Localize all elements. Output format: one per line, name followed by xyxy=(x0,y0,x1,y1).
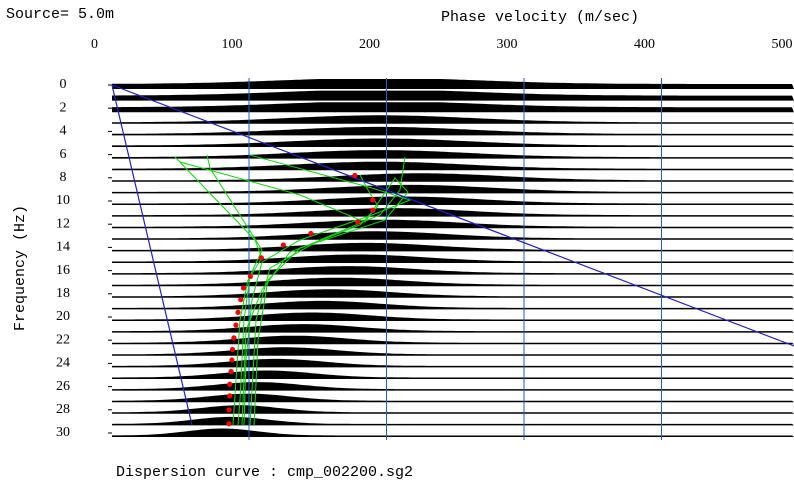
y-tick-label: 18 xyxy=(56,286,70,301)
x-tick-label: 500 xyxy=(772,37,793,52)
pick-point xyxy=(233,322,239,328)
pick-point xyxy=(229,357,235,363)
y-tick-label: 30 xyxy=(56,425,70,440)
stripe xyxy=(112,266,794,275)
x-tick-label: 200 xyxy=(359,37,380,52)
y-tick-label: 4 xyxy=(60,124,67,139)
pick-point xyxy=(352,172,358,179)
y-tick-label: 26 xyxy=(56,379,70,394)
stripe xyxy=(112,208,794,217)
y-axis-label: Frequency (Hz) xyxy=(12,205,29,331)
y-tick-label: 28 xyxy=(56,402,70,417)
pick-point xyxy=(238,297,244,303)
y-tick-label: 16 xyxy=(56,263,70,278)
pick-point xyxy=(240,285,247,291)
pick-point xyxy=(258,255,264,261)
stripe xyxy=(112,150,794,159)
pick-point xyxy=(228,368,234,375)
y-tick-label: 2 xyxy=(60,100,67,115)
x-axis-label: Phase velocity (m/sec) xyxy=(441,9,639,26)
stripe xyxy=(112,358,794,368)
x-tick-label: 400 xyxy=(634,37,655,52)
stripe xyxy=(112,161,794,171)
pick-point xyxy=(229,346,236,353)
stripe xyxy=(112,115,794,124)
y-tick-label: 12 xyxy=(56,216,70,231)
y-tick-label: 20 xyxy=(56,309,70,324)
grid: 0 100 200 300 400 500024681012141618202224262… xyxy=(56,37,793,440)
pick-point xyxy=(231,335,237,341)
stripe xyxy=(112,173,794,182)
stripe xyxy=(112,90,794,101)
y-tick-label: 14 xyxy=(56,240,70,255)
stripe xyxy=(112,382,794,391)
y-tick-label: 10 xyxy=(56,193,70,208)
pick-point xyxy=(226,407,232,413)
y-tick-label: 8 xyxy=(60,170,67,185)
alias-line xyxy=(111,84,794,347)
stripe xyxy=(112,335,794,345)
amplitude-image xyxy=(112,78,794,440)
curve xyxy=(179,161,409,426)
y-tick-label: 6 xyxy=(60,147,67,162)
stripe xyxy=(112,277,794,287)
y-tick-label: 22 xyxy=(56,332,70,347)
stripe xyxy=(112,184,794,194)
y-tick-label: 0 xyxy=(60,77,67,92)
stripe xyxy=(112,300,794,310)
curve xyxy=(174,156,263,426)
x-tick-label: 100 xyxy=(222,37,243,52)
x-tick-label: 300 xyxy=(497,37,518,52)
alias-line xyxy=(111,84,193,426)
source-label: Source= 5.0m xyxy=(6,6,114,23)
curve xyxy=(241,174,379,426)
stripe xyxy=(112,312,794,321)
pick-point xyxy=(235,309,241,315)
pick-point xyxy=(280,242,286,248)
stripe xyxy=(112,405,794,414)
stripe xyxy=(112,219,794,229)
pick-point xyxy=(370,197,376,203)
pick-point xyxy=(370,207,376,213)
curve xyxy=(243,154,412,426)
pick-point xyxy=(247,273,253,279)
stripe xyxy=(112,138,794,147)
pick-point xyxy=(308,230,314,237)
pick-point xyxy=(226,421,232,427)
pick-point xyxy=(227,393,233,399)
chart-title: Dispersion curve : cmp_002200.sg2 xyxy=(116,464,413,481)
stripe xyxy=(112,393,794,403)
stripe xyxy=(112,102,794,113)
pick-point xyxy=(227,381,233,387)
picks xyxy=(226,172,376,427)
stripe xyxy=(112,370,794,379)
stripe xyxy=(112,347,794,356)
stripe xyxy=(112,196,794,205)
y-tick-label: 24 xyxy=(56,356,70,371)
stripe xyxy=(112,126,794,136)
x-tick-label: 0 xyxy=(91,37,98,52)
stripe xyxy=(112,289,794,298)
stripe xyxy=(112,242,794,252)
stripe xyxy=(112,324,794,333)
pick-point xyxy=(355,219,361,225)
alias-lines xyxy=(111,84,794,426)
stripe xyxy=(112,231,794,240)
stripe xyxy=(112,428,794,437)
stripe xyxy=(112,79,794,89)
stripe xyxy=(112,416,794,426)
